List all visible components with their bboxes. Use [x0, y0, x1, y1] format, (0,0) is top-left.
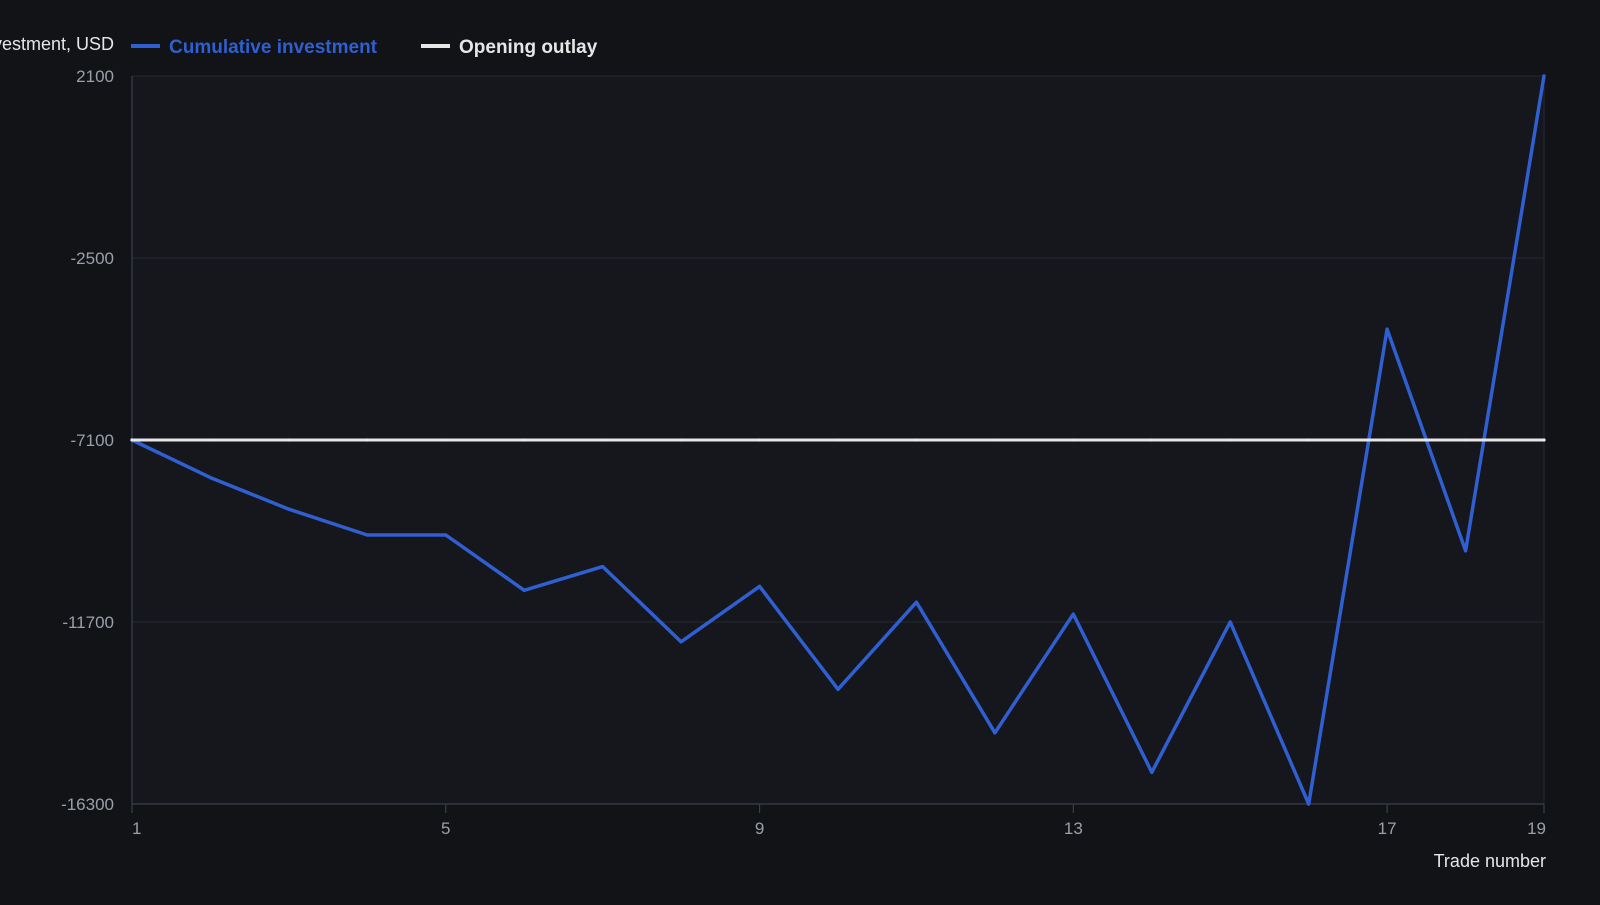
data-point-cumulative-investment: [208, 475, 213, 480]
data-point-opening-outlay: [130, 438, 134, 442]
data-point-cumulative-investment: [757, 584, 762, 588]
data-point-cumulative-investment: [287, 507, 291, 511]
data-point-opening-outlay: [679, 438, 683, 442]
axes: 2100 -2500 -7100 -11700 -16300 1 5 9 13 17 19: [61, 67, 1546, 838]
data-point-opening-outlay: [1542, 438, 1546, 442]
y-tick-label: -2500: [71, 249, 114, 268]
x-tick-label: 5: [441, 819, 450, 838]
x-tick-label: 13: [1064, 819, 1083, 838]
data-point-cumulative-investment: [444, 533, 448, 537]
data-point-cumulative-investment: [1307, 802, 1311, 806]
data-point-opening-outlay: [1150, 438, 1154, 442]
data-point-opening-outlay: [993, 438, 997, 442]
data-point-cumulative-investment: [836, 687, 840, 691]
data-point-cumulative-investment: [1385, 327, 1389, 331]
data-point-opening-outlay: [914, 438, 919, 442]
data-point-opening-outlay: [1463, 438, 1468, 442]
data-point-opening-outlay: [522, 438, 526, 442]
data-point-opening-outlay: [1307, 438, 1311, 442]
y-tick-label: -16300: [61, 795, 114, 814]
data-point-cumulative-investment: [522, 588, 526, 592]
data-point-opening-outlay: [601, 438, 605, 442]
data-point-opening-outlay: [836, 438, 840, 442]
data-point-opening-outlay: [365, 438, 369, 442]
data-point-opening-outlay: [287, 438, 291, 442]
legend-label-opening-outlay[interactable]: Opening outlay: [459, 37, 598, 58]
data-point-opening-outlay: [1071, 438, 1075, 442]
data-point-cumulative-investment: [993, 731, 997, 735]
data-point-cumulative-investment: [1463, 549, 1468, 553]
data-point-cumulative-investment: [601, 565, 605, 569]
data-point-cumulative-investment: [1071, 612, 1075, 616]
data-point-cumulative-investment: [679, 640, 683, 644]
data-point-opening-outlay: [757, 438, 762, 442]
data-point-opening-outlay: [444, 438, 448, 442]
legend-label-cumulative-investment[interactable]: Cumulative investment: [169, 37, 378, 58]
data-point-cumulative-investment: [1150, 770, 1154, 774]
x-tick-label: 17: [1378, 819, 1397, 838]
y-tick-label: -7100: [71, 431, 114, 450]
data-point-cumulative-investment: [914, 600, 919, 604]
y-tick-label: -11700: [62, 613, 114, 632]
x-tick-label: 1: [132, 819, 141, 838]
data-point-cumulative-investment: [1228, 620, 1232, 624]
data-point-opening-outlay: [208, 438, 213, 442]
x-axis-label: Trade number: [1434, 851, 1546, 871]
x-tick-label: 19: [1527, 819, 1546, 838]
series-lines: [130, 74, 1546, 806]
y-axis-label: Cumulative investment, USD: [0, 34, 114, 54]
data-point-cumulative-investment: [365, 533, 369, 537]
y-tick-label: 2100: [76, 67, 114, 86]
data-point-opening-outlay: [1385, 438, 1389, 442]
x-tick-label: 9: [755, 819, 764, 838]
data-point-opening-outlay: [1228, 438, 1232, 442]
legend: Cumulative investment, USD Cumulative in…: [0, 34, 598, 58]
data-point-cumulative-investment: [1542, 74, 1546, 78]
